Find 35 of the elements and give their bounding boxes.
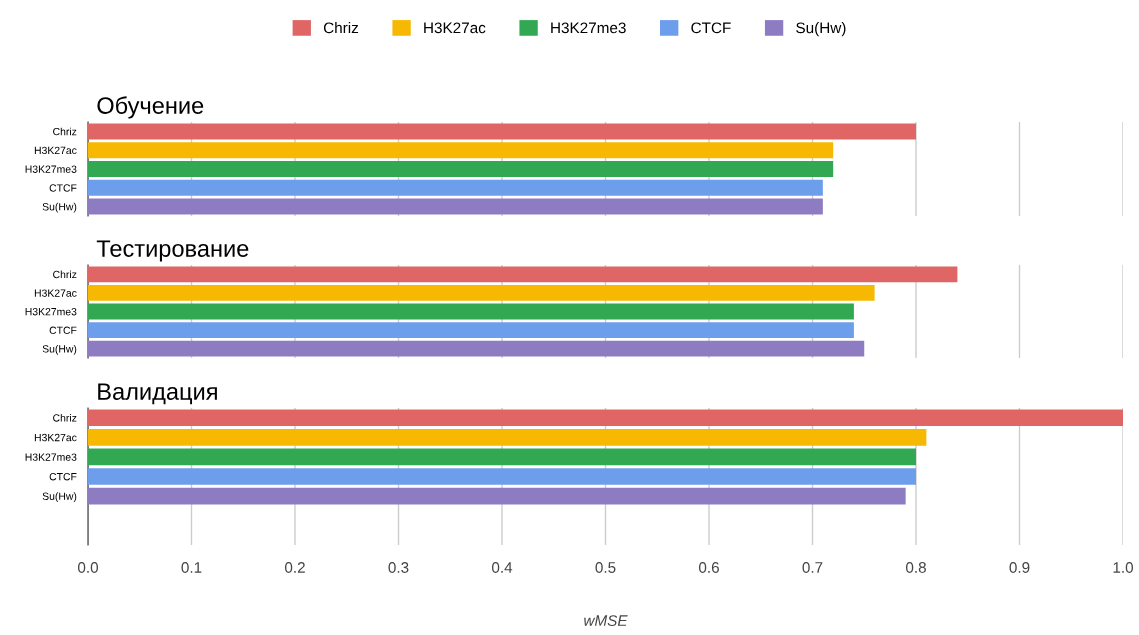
y-tick-label: H3K27me3	[25, 453, 77, 461]
chart-title: Обучение	[97, 96, 204, 119]
x-tick-label: 0.8	[905, 562, 926, 573]
x-axis-title: wMSE	[584, 615, 628, 627]
legend-label: Chriz	[323, 22, 359, 34]
chart-title: Валидация	[98, 383, 217, 405]
y-tick-label: Chriz	[53, 127, 77, 136]
x-tick-label: 0.7	[802, 562, 823, 573]
legend-label: H3K27ac	[424, 22, 486, 34]
x-tick-label: 0.3	[388, 562, 409, 573]
y-tick-label: CTCF	[49, 326, 77, 334]
x-tick-label: 0.6	[698, 562, 719, 573]
x-tick-label: 0.0	[77, 562, 99, 573]
y-tick-label: Su(Hw)	[42, 202, 77, 213]
y-tick-label: Su(Hw)	[42, 344, 77, 355]
x-tick-label: 0.4	[491, 562, 513, 573]
x-tick-label: 0.1	[181, 562, 202, 573]
y-tick-label: H3K27me3	[25, 308, 77, 316]
x-tick-label: 0.5	[595, 562, 616, 573]
legend-label: Su(Hw)	[796, 22, 846, 37]
y-tick-label: H3K27me3	[25, 165, 77, 173]
legend-label: CTCF	[691, 22, 731, 34]
x-tick-label: 0.9	[1009, 562, 1030, 573]
y-tick-label: H3K27ac	[34, 289, 77, 297]
x-tick-label: 0.2	[284, 562, 305, 573]
y-tick-label: Chriz	[53, 414, 77, 422]
legend-label: H3K27me3	[551, 22, 626, 34]
chart-title: Тестирование	[96, 240, 249, 262]
y-tick-label: H3K27ac	[34, 146, 77, 155]
y-tick-label: H3K27ac	[34, 433, 77, 442]
y-tick-label: Chriz	[53, 270, 77, 279]
x-tick-label: 1.0	[1113, 562, 1134, 573]
y-tick-label: Su(Hw)	[42, 492, 77, 502]
y-tick-label: CTCF	[49, 473, 77, 481]
y-tick-label: CTCF	[49, 184, 77, 192]
